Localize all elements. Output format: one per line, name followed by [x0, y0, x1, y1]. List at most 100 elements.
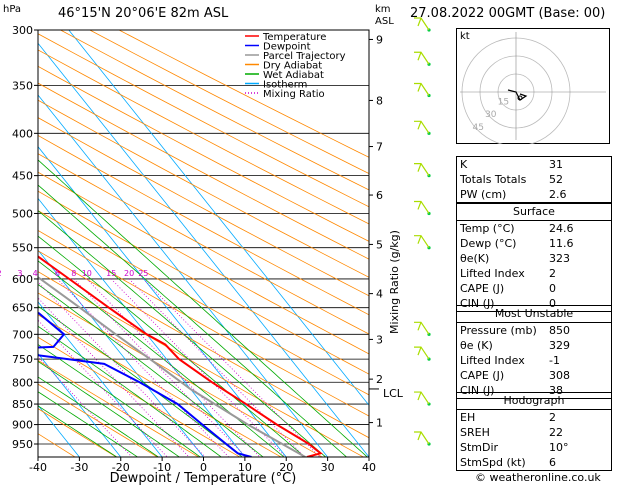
mixing-ratio-line — [38, 281, 206, 457]
isotherm-line — [38, 301, 163, 457]
mixing-ratio-line — [38, 356, 133, 457]
dry-adiabat-line — [38, 65, 369, 242]
wind-barb — [414, 321, 430, 335]
hodograph-stat-value: 22 — [549, 426, 563, 439]
dry-adiabat-line — [38, 271, 365, 457]
isotherm-line — [68, 30, 369, 406]
wind-barb — [414, 17, 430, 31]
temperature-line — [38, 255, 323, 457]
dry-adiabat-line — [38, 383, 159, 457]
pressure-tick-label: 350 — [12, 79, 33, 92]
wet-adiabat-line — [38, 184, 348, 457]
surface-key: Dewp (°C) — [460, 237, 517, 250]
surface-row: θe(K) 323 — [457, 251, 611, 266]
surface-key: Temp (°C) — [460, 222, 515, 235]
dry-adiabat-line — [38, 314, 282, 457]
wet-adiabat-line — [38, 235, 306, 457]
surface-row: Temp (°C) 24.6 — [457, 221, 611, 236]
hodograph-stat-value: 2 — [549, 411, 556, 424]
wet-adiabat-line — [38, 343, 201, 457]
legend-entry: Parcel Trajectory — [263, 51, 346, 62]
most-unstable-row: CIN (J) 38 — [457, 383, 611, 398]
most-unstable-value: 308 — [549, 369, 570, 382]
most-unstable-value: -1 — [549, 354, 560, 367]
most-unstable-key: Pressure (mb) — [460, 324, 537, 337]
mixing-ratio-label: 10 — [82, 269, 92, 278]
pressure-tick-label: 800 — [12, 376, 33, 389]
wind-barb — [414, 235, 430, 249]
hodograph-stat-key: EH — [460, 411, 476, 424]
pressure-tick-label: 750 — [12, 353, 33, 366]
hodograph-stat-row: StmDir 10° — [457, 440, 611, 455]
surface-row: Dewp (°C) 11.6 — [457, 236, 611, 251]
pressure-tick-label: 900 — [12, 419, 33, 432]
isotherm-line — [38, 94, 328, 457]
hodograph-stat-row: EH 2 — [457, 410, 611, 425]
km-tick-label: 4 — [376, 288, 383, 301]
wind-barb — [414, 391, 430, 405]
mixing-ratio-label: 4 — [33, 269, 38, 278]
surface-value: 11.6 — [549, 237, 574, 250]
most-unstable-key: CAPE (J) — [460, 369, 505, 382]
dry-adiabat-line — [118, 30, 369, 158]
pressure-tick-label: 950 — [12, 438, 33, 451]
dry-adiabat-line — [38, 336, 241, 457]
surface-key: θe(K) — [460, 252, 490, 265]
km-tick-label: 6 — [376, 189, 383, 202]
location-title: 46°15'N 20°06'E 82m ASL — [58, 6, 229, 21]
km-tick-label: 2 — [376, 373, 383, 386]
index-key: Totals Totals — [460, 173, 527, 186]
x-tick-label: -10 — [153, 461, 171, 474]
index-key: PW (cm) — [460, 188, 507, 201]
wind-barb — [414, 431, 430, 445]
dry-adiabat-line — [38, 210, 369, 396]
pressure-tick-label: 450 — [12, 170, 33, 183]
dry-adiabat-line — [38, 359, 200, 457]
wind-barb — [414, 82, 430, 96]
copyright: © weatheronline.co.uk — [475, 471, 601, 484]
x-tick-label: 20 — [279, 461, 293, 474]
wind-barb — [414, 163, 430, 176]
wet-adiabat-line — [38, 283, 264, 457]
x-tick-label: 30 — [321, 461, 335, 474]
most-unstable-row: θe (K) 329 — [457, 338, 611, 353]
wet-adiabat-line — [38, 305, 243, 457]
mixing-ratio-label: 25 — [138, 269, 148, 278]
hodograph-stat-key: StmSpd (kt) — [460, 456, 526, 469]
pressure-tick-label: 600 — [12, 273, 33, 286]
km-tick-label: 9 — [376, 33, 383, 46]
pressure-tick-label: 400 — [12, 127, 33, 140]
x-tick-label: -30 — [70, 461, 88, 474]
dry-adiabat-line — [38, 33, 369, 208]
wind-barb — [414, 200, 430, 214]
storm-motion-marker — [517, 95, 523, 101]
most-unstable-row: Lifted Index -1 — [457, 353, 611, 368]
mixing-ratio-label: 6 — [55, 269, 60, 278]
most-unstable-value: 38 — [549, 384, 563, 397]
mixing-ratio-label: 3 — [17, 269, 22, 278]
index-key: K — [460, 158, 468, 171]
surface-row: CIN (J) 0 — [457, 296, 611, 311]
surface-value: 0 — [549, 282, 556, 295]
x-tick-label: 10 — [238, 461, 252, 474]
mixing-ratio-line — [38, 319, 168, 457]
km-label: km — [375, 4, 391, 15]
legend-entry: Mixing Ratio — [263, 89, 325, 100]
most-unstable-row: CAPE (J) 308 — [457, 368, 611, 383]
wind-barb — [414, 120, 430, 134]
most-unstable-value: 850 — [549, 324, 570, 337]
dry-adiabat-line — [38, 117, 369, 297]
pressure-tick-label: 650 — [12, 302, 33, 315]
wet-adiabat-line — [38, 391, 139, 457]
most-unstable-key: θe (K) — [460, 339, 493, 352]
most-unstable-value: 329 — [549, 339, 570, 352]
wind-barb — [414, 51, 430, 65]
surface-value: 2 — [549, 267, 556, 280]
legend-entry: Dry Adiabat — [263, 61, 322, 72]
x-tick-label: -20 — [112, 461, 130, 474]
mixing-ratio-line — [128, 278, 306, 457]
dry-adiabat-line — [38, 171, 369, 355]
surface-key: Lifted Index — [460, 267, 525, 280]
index-value: 52 — [549, 173, 563, 186]
